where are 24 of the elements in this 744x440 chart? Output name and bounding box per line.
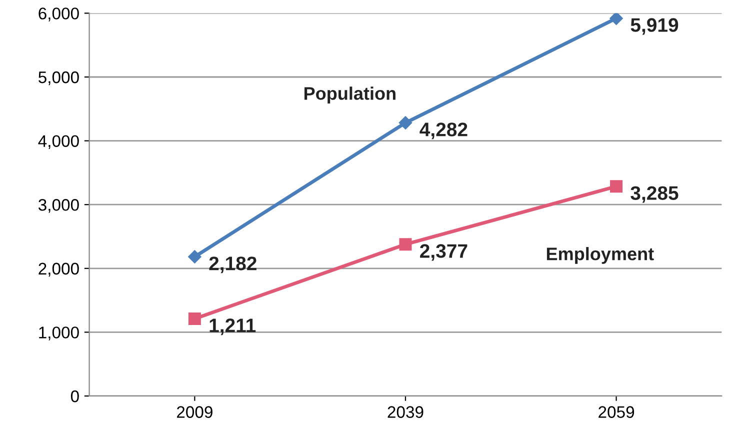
y-tick-label: 2,000 bbox=[38, 262, 79, 277]
data-label: 3,285 bbox=[630, 186, 678, 203]
x-tick-label: 2039 bbox=[388, 406, 424, 418]
data-label: 2,377 bbox=[420, 244, 468, 261]
point bbox=[188, 250, 202, 264]
y-tick-label: 1,000 bbox=[39, 326, 79, 340]
series-label: Population bbox=[304, 86, 396, 104]
data-label: 2,182 bbox=[209, 256, 256, 274]
point bbox=[398, 116, 412, 130]
y-tick-label: 5,000 bbox=[38, 71, 79, 86]
point bbox=[610, 180, 623, 193]
data-label: 4,282 bbox=[420, 122, 468, 140]
y-tick-label: 3,000 bbox=[38, 199, 79, 213]
data-label: 5,919 bbox=[630, 18, 678, 35]
x-tick-label: 2009 bbox=[176, 406, 212, 418]
y-tick-label: 0 bbox=[70, 390, 79, 402]
point bbox=[399, 238, 412, 251]
point bbox=[188, 312, 201, 325]
y-tick-label: 4,000 bbox=[38, 135, 79, 149]
text: Employment bbox=[546, 247, 654, 264]
x-tick-label: 2059 bbox=[598, 406, 634, 418]
data-label: 1,211 bbox=[210, 318, 256, 336]
point bbox=[610, 13, 623, 25]
y-tick-label: 6,000 bbox=[38, 8, 79, 22]
